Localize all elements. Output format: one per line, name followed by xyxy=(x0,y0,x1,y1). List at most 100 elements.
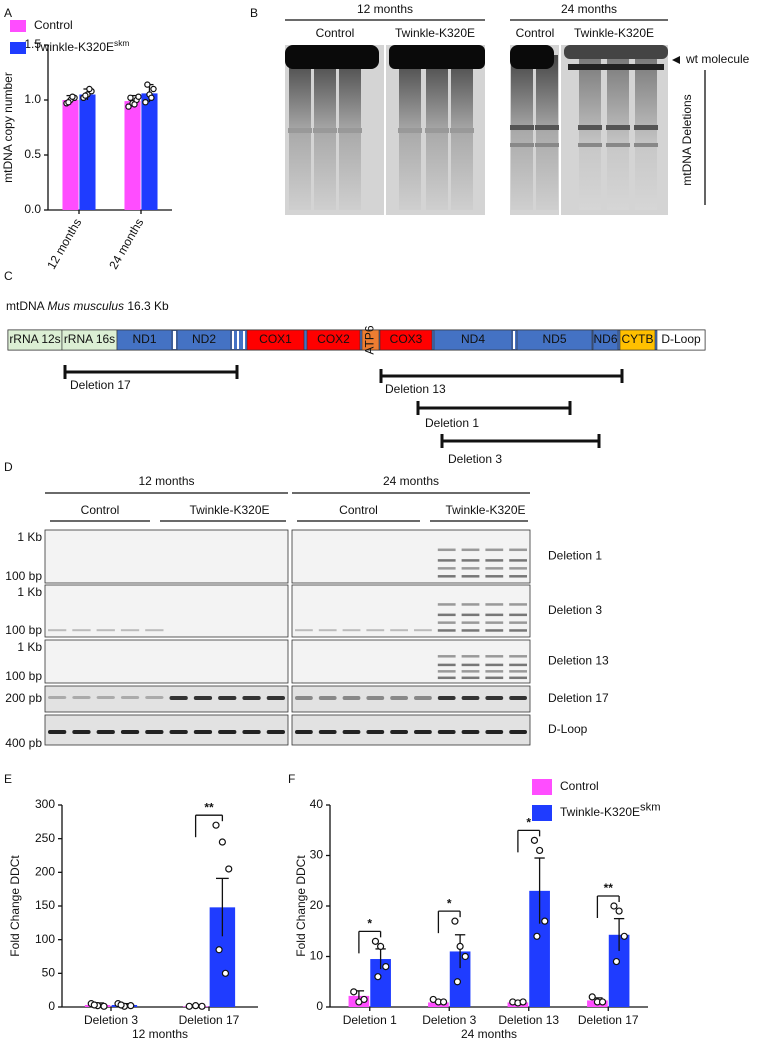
gene-label: COX1 xyxy=(259,332,292,346)
data-point xyxy=(192,1002,200,1010)
gel-band xyxy=(437,567,456,570)
gene-block xyxy=(116,329,173,351)
gel-band xyxy=(535,143,559,147)
gel-band xyxy=(578,143,602,147)
data-point xyxy=(541,917,549,925)
panel-label: C xyxy=(4,269,13,283)
error-bar xyxy=(216,877,229,937)
trna-gap xyxy=(513,331,515,349)
gel-band xyxy=(72,730,91,734)
group-title: 12 months xyxy=(357,2,413,16)
gel-band xyxy=(461,730,480,734)
y-tick-label: 1.5 xyxy=(24,37,41,51)
legend-swatch xyxy=(10,42,26,54)
data-point xyxy=(530,836,539,844)
significance-label: ** xyxy=(604,881,614,895)
gel-band xyxy=(461,603,480,606)
gel-band xyxy=(169,696,188,700)
gel-band xyxy=(461,676,480,680)
significance-label: * xyxy=(526,816,531,830)
gene-label: CYTB xyxy=(621,332,653,346)
subgroup-title: Twinkle-K320E xyxy=(189,503,269,517)
data-point xyxy=(374,973,382,981)
y-tick-label: 300 xyxy=(35,797,55,811)
gel-lane xyxy=(511,55,533,210)
size-marker: 100 bp xyxy=(5,669,42,683)
data-point xyxy=(82,92,89,99)
gel-band xyxy=(509,567,527,570)
gel-band xyxy=(568,64,664,70)
map-title: mtDNA Mus musculus 16.3 Kb xyxy=(6,299,169,313)
legend-label: Twinkle-K320Eskm xyxy=(560,801,661,819)
bar xyxy=(62,100,79,210)
band-label: wt molecule xyxy=(685,52,750,66)
panel-label: A xyxy=(4,6,12,20)
gel-band xyxy=(414,696,432,700)
gel-band xyxy=(242,696,261,700)
gel-band xyxy=(366,696,385,700)
gene-block xyxy=(516,329,593,351)
gel-band xyxy=(578,125,602,130)
gel-band xyxy=(193,730,213,734)
gene-label: rRNA 16s xyxy=(64,332,115,346)
data-point xyxy=(117,1001,125,1009)
y-tick-label: 0 xyxy=(316,999,323,1013)
map-title-part: 16.3 Kb xyxy=(124,299,169,313)
data-point xyxy=(225,865,233,873)
gel-band xyxy=(414,730,432,734)
gene-block xyxy=(379,329,433,351)
deletion-label: Deletion 3 xyxy=(448,452,502,466)
legend-swatch xyxy=(10,20,26,32)
size-marker: 200 pb xyxy=(5,691,42,705)
gel-band xyxy=(509,696,527,700)
gene-label: D-Loop xyxy=(661,332,701,346)
gel-band xyxy=(485,548,504,552)
gel-band xyxy=(485,696,504,700)
y-tick-label: 100 xyxy=(35,932,55,946)
gel-image xyxy=(44,639,289,684)
gel-band xyxy=(318,730,337,734)
band-arrow xyxy=(672,56,680,64)
gel-band xyxy=(461,696,480,700)
gel-band xyxy=(390,730,408,734)
size-marker: 1 Kb xyxy=(17,530,42,544)
gel-band xyxy=(461,655,480,658)
y-tick-label: 10 xyxy=(310,949,324,963)
gel-band xyxy=(485,567,504,570)
gel-band xyxy=(485,613,504,617)
group-title: 12 months xyxy=(138,474,194,488)
gel-band xyxy=(437,670,456,673)
legend-superscript: skm xyxy=(640,801,661,813)
bar xyxy=(79,94,96,210)
panel-label: F xyxy=(288,772,295,786)
row-label: Deletion 3 xyxy=(548,603,602,617)
gel-band xyxy=(313,128,337,133)
data-point xyxy=(453,978,462,986)
gel-band xyxy=(509,676,527,680)
y-tick-label: 250 xyxy=(35,831,55,845)
gel-image xyxy=(291,584,531,638)
gel-well-band xyxy=(564,45,668,59)
gel-band xyxy=(509,621,527,624)
gel-band xyxy=(485,629,504,632)
gel-band xyxy=(338,128,362,133)
x-tick-label: 12 months xyxy=(44,216,84,272)
data-point xyxy=(65,98,72,106)
data-point xyxy=(536,846,544,855)
significance-label: ** xyxy=(204,800,214,814)
x-axis-label: 24 months xyxy=(461,1027,517,1041)
trna-gap xyxy=(232,331,234,349)
gel-lane xyxy=(579,55,601,210)
subgroup-title: Control xyxy=(339,503,378,517)
gene-label: ND4 xyxy=(461,332,485,346)
gel-band xyxy=(288,128,312,133)
gel-band xyxy=(461,559,480,562)
gel-band xyxy=(461,548,480,552)
row-label: Deletion 17 xyxy=(548,691,609,705)
gel-band xyxy=(266,730,285,734)
y-axis-label: mtDNA copy number xyxy=(1,72,15,183)
subgroup-title: Twinkle-K320E xyxy=(445,503,525,517)
gel-band xyxy=(266,696,285,700)
gel-band xyxy=(485,676,504,680)
gel-band xyxy=(72,629,91,632)
